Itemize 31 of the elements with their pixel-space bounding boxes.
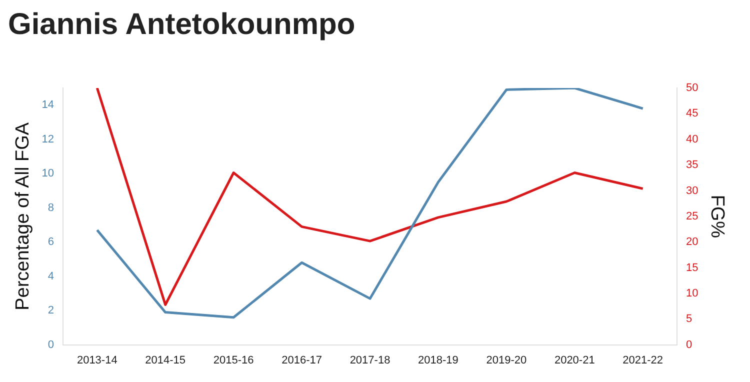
y2-tick-label: 10 (686, 287, 698, 300)
y-tick-label: 10 (42, 168, 54, 180)
x-tick-label: 2017-18 (350, 354, 390, 366)
y-tick-label: 0 (48, 338, 54, 351)
chart-title: Giannis Antetokounmpo (8, 8, 356, 43)
y-tick-label: 6 (48, 236, 54, 248)
x-tick-label: 2016-17 (282, 354, 322, 366)
x-tick-label: 2020-21 (554, 354, 595, 366)
y-tick-label: 4 (48, 270, 54, 282)
y2-tick-label: 20 (686, 236, 698, 248)
x-tick-label: 2019-20 (486, 354, 527, 366)
y2-axis-title: FG% (706, 194, 728, 238)
y-axis-title: Percentage of All FGA (12, 122, 34, 310)
x-tick-label: 2015-16 (213, 354, 254, 366)
y2-tick-label: 30 (686, 184, 698, 197)
x-tick-label: 2013-14 (76, 354, 118, 366)
y2-tick-label: 45 (686, 108, 698, 120)
x-tick-label: 2014-15 (145, 354, 186, 366)
y-tick-label: 8 (48, 202, 54, 214)
y2-tick-label: 5 (686, 313, 692, 326)
y-tick-label: 12 (42, 133, 54, 146)
y-tick-label: 2 (48, 304, 54, 317)
x-tick-label: 2021-22 (622, 354, 664, 366)
y2-tick-label: 35 (686, 159, 698, 172)
y2-tick-label: 0 (686, 338, 692, 351)
y2-tick-label: 25 (686, 210, 698, 222)
y2-tick-label: 50 (686, 82, 698, 94)
y2-tick-label: 40 (686, 133, 698, 146)
y-tick-label: 14 (42, 99, 54, 112)
y2-tick-label: 15 (686, 262, 698, 274)
x-tick-label: 2018-19 (418, 354, 458, 366)
